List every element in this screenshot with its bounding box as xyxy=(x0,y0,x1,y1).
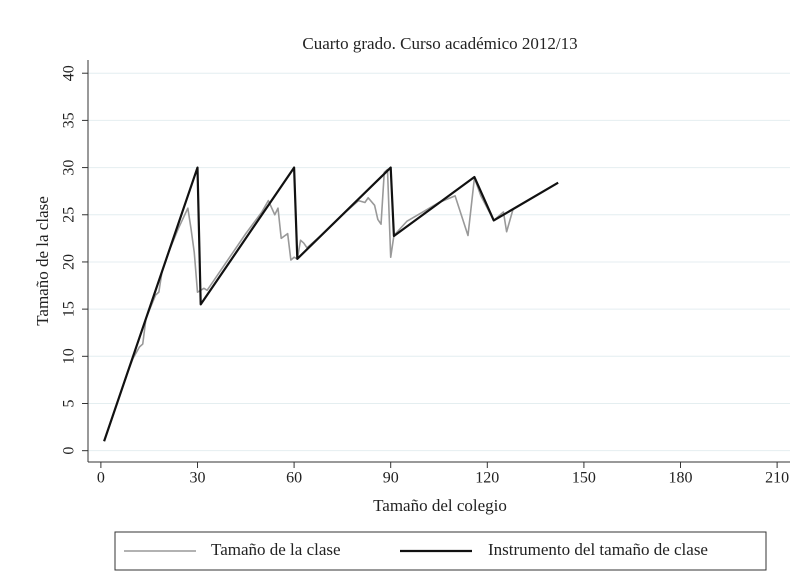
x-tick-label: 90 xyxy=(383,470,399,487)
y-tick-label: 0 xyxy=(61,447,78,455)
y-axis-label: Tamaño de la clase xyxy=(33,196,52,326)
series-line xyxy=(103,166,559,442)
y-tick-label: 5 xyxy=(61,399,78,407)
legend-box xyxy=(114,531,767,571)
legend-label: Tamaño de la clase xyxy=(211,540,341,559)
x-tick-label: 210 xyxy=(765,470,789,487)
x-tick-label: 60 xyxy=(286,470,302,487)
y-tick-label: 35 xyxy=(61,112,78,128)
chart-title: Cuarto grado. Curso académico 2012/13 xyxy=(302,34,577,53)
x-tick-label: 150 xyxy=(572,470,596,487)
y-tick-label: 40 xyxy=(61,65,78,81)
x-axis-label: Tamaño del colegio xyxy=(373,496,507,515)
x-tick-label: 120 xyxy=(475,470,499,487)
y-tick-label: 30 xyxy=(61,160,78,176)
y-tick-label: 25 xyxy=(61,207,78,223)
x-tick-label: 180 xyxy=(669,470,693,487)
y-tick-label: 10 xyxy=(61,348,78,364)
x-tick-label: 30 xyxy=(189,470,205,487)
y-tick-label: 15 xyxy=(61,301,78,317)
legend-label: Instrumento del tamaño de clase xyxy=(488,540,708,559)
x-tick-label: 0 xyxy=(97,470,105,487)
y-tick-label: 20 xyxy=(61,254,78,270)
